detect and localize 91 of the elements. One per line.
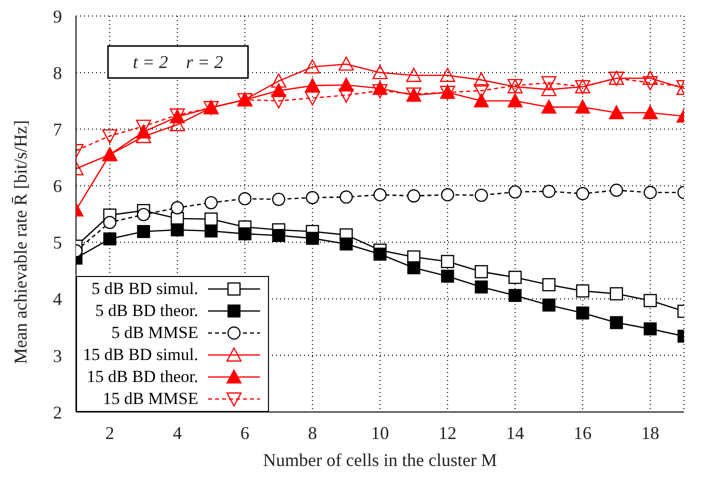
point	[170, 223, 184, 236]
point	[372, 84, 388, 98]
point	[644, 294, 657, 308]
x-tick-label: 18	[641, 422, 660, 443]
point	[406, 68, 422, 82]
y-tick-label: 6	[53, 176, 62, 196]
point	[272, 228, 286, 242]
point	[608, 105, 624, 120]
y-tick-label: 2	[53, 402, 62, 422]
point	[373, 188, 387, 202]
point	[642, 70, 658, 85]
x-axis-title: Number of cells in the cluster M	[263, 450, 497, 470]
x-tick-label: 2	[105, 422, 114, 443]
point	[304, 59, 320, 74]
point	[575, 100, 590, 114]
point	[306, 232, 319, 245]
point	[374, 248, 386, 261]
y-tick-label: 3	[53, 346, 62, 366]
point	[508, 288, 522, 302]
x-tick-label: 16	[574, 422, 592, 443]
y-tick-label: 4	[53, 289, 62, 310]
legend-label: 15 dB BD theor.	[86, 367, 198, 387]
point	[407, 261, 420, 274]
point	[137, 225, 150, 238]
point	[542, 278, 556, 292]
y-axis-title: Mean achievable rate R̄ [bit/s/Hz]	[10, 120, 30, 364]
x-tick-label: 4	[172, 422, 182, 443]
point	[474, 72, 489, 87]
y-tick-label: 5	[53, 232, 62, 253]
point	[474, 93, 489, 108]
point	[508, 93, 523, 108]
point	[474, 265, 488, 278]
point	[102, 129, 118, 144]
legend-label: 5 dB BD simul.	[92, 279, 198, 299]
point	[304, 91, 320, 106]
point	[610, 184, 624, 197]
point	[103, 232, 116, 246]
x-tick-label: 12	[438, 422, 457, 443]
point	[610, 316, 623, 330]
point	[204, 212, 218, 226]
annotation: t = 2 r = 2	[132, 52, 224, 72]
point	[338, 88, 354, 103]
point	[642, 76, 658, 90]
point	[204, 224, 218, 238]
point	[541, 76, 556, 90]
point	[441, 270, 454, 283]
point	[440, 188, 454, 202]
point	[304, 78, 320, 92]
point	[407, 189, 420, 202]
point	[542, 298, 556, 312]
point	[306, 190, 320, 204]
x-tick-label: 6	[240, 422, 250, 443]
legend-label: 5 dB MMSE	[111, 323, 198, 343]
legend-label: 5 dB BD theor.	[95, 301, 198, 321]
point	[271, 73, 286, 88]
point	[238, 192, 252, 206]
point	[576, 284, 590, 298]
point	[474, 280, 488, 294]
legend-label: 15 dB BD simul.	[83, 345, 198, 365]
point	[272, 192, 286, 206]
point	[642, 105, 658, 120]
point	[542, 184, 556, 198]
point	[204, 196, 218, 210]
point	[541, 82, 556, 96]
point	[576, 187, 590, 200]
point	[338, 56, 354, 71]
point	[541, 100, 556, 114]
x-tick-label: 8	[308, 422, 317, 443]
legend-label: 15 dB MMSE	[102, 389, 198, 409]
point	[508, 270, 522, 284]
y-tick-label: 7	[53, 120, 62, 140]
y-tick-label: 8	[53, 62, 62, 83]
point	[340, 237, 353, 250]
point	[372, 64, 388, 80]
y-tick-label: 9	[53, 6, 62, 26]
point	[136, 208, 150, 222]
point	[576, 306, 590, 320]
x-tick-label: 14	[506, 422, 524, 443]
point	[474, 188, 488, 202]
x-tick-label: 10	[371, 422, 389, 443]
point	[170, 201, 184, 214]
point	[440, 254, 454, 268]
point	[440, 68, 456, 82]
point	[610, 287, 624, 300]
point	[644, 186, 657, 200]
point	[103, 216, 116, 230]
point	[340, 190, 353, 204]
point	[238, 227, 252, 240]
point	[271, 94, 286, 108]
point	[508, 185, 522, 199]
point	[644, 322, 657, 336]
